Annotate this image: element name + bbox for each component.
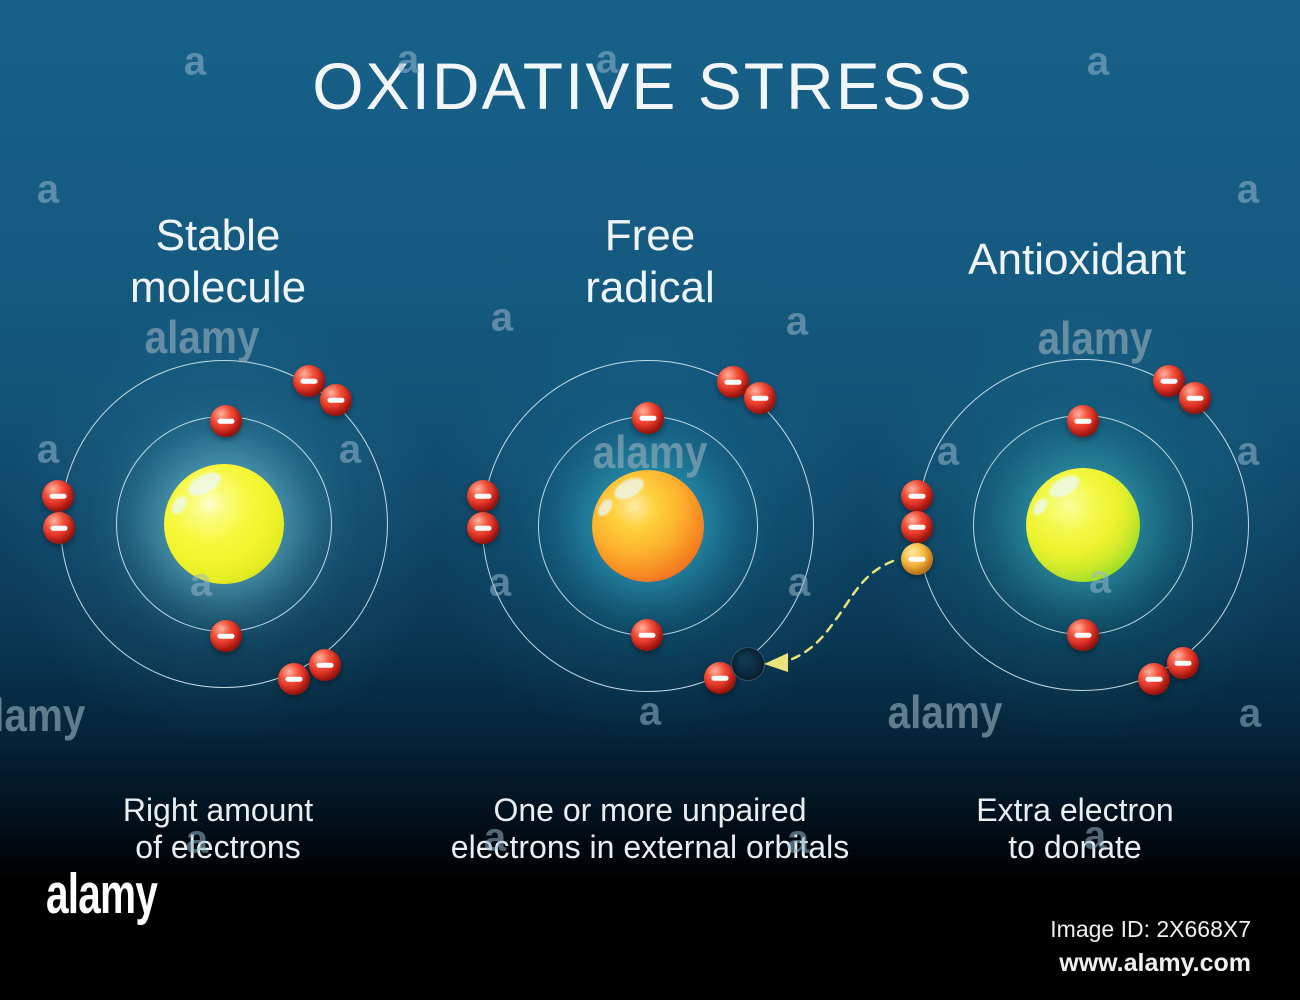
image-id-text: Image ID: 2X668X7: [1050, 916, 1251, 942]
electron-red: [42, 480, 74, 512]
minus-sign: [751, 395, 769, 401]
electron-gold: [901, 543, 933, 575]
minus-sign: [316, 662, 334, 668]
electron-red: [717, 366, 749, 398]
electron-red: [309, 649, 341, 681]
electron-red: [1067, 619, 1099, 651]
alamy-url-text: www.alamy.com: [1059, 949, 1251, 977]
minus-sign: [1186, 395, 1204, 401]
minus-sign: [1145, 676, 1163, 682]
electron-red: [901, 480, 933, 512]
caption-stable-molecule: Right amount of electrons: [123, 792, 313, 866]
electron-red: [1138, 663, 1170, 695]
minus-sign: [474, 493, 492, 499]
free-radical-nucleus: [592, 470, 704, 582]
electron-red: [632, 402, 664, 434]
minus-sign: [908, 524, 926, 530]
minus-sign: [474, 525, 492, 531]
caption-line: Right amount: [122, 792, 314, 828]
minus-sign: [49, 493, 67, 499]
caption-line: Extra electron: [976, 792, 1174, 828]
page-title: OXIDATIVE STRESS: [312, 49, 974, 123]
electron-red: [278, 663, 310, 695]
caption-line: electrons in external orbitals: [450, 828, 850, 865]
caption-line: of electrons: [135, 828, 301, 865]
electron-red: [704, 662, 736, 694]
electron-red: [744, 382, 776, 414]
minus-sign: [1074, 418, 1092, 424]
electron-red: [293, 365, 325, 397]
minus-sign: [638, 632, 656, 638]
minus-sign: [217, 418, 235, 424]
caption-antioxidant: Extra electron to donate: [976, 792, 1173, 866]
minus-sign: [724, 379, 742, 385]
electron-red: [320, 384, 352, 416]
stable-molecule-nucleus: [164, 464, 284, 584]
atom-label-antioxidant: Antioxidant: [968, 234, 1186, 286]
atom-label-line: radical: [585, 262, 715, 312]
antioxidant-nucleus: [1026, 468, 1140, 582]
minus-sign: [1174, 660, 1192, 666]
minus-sign: [285, 676, 303, 682]
footer-bar: alamy Image ID: 2X668X7 www.alamy.com: [0, 863, 1300, 1000]
electron-red: [901, 511, 933, 543]
electron-red: [1167, 647, 1199, 679]
minus-sign: [639, 415, 657, 421]
atom-label-line: Stable: [155, 211, 281, 260]
electron-red: [467, 480, 499, 512]
minus-sign: [217, 633, 235, 639]
atom-label-line: molecule: [129, 262, 307, 312]
minus-sign: [908, 493, 926, 499]
minus-sign: [908, 556, 926, 562]
caption-line: One or more unpaired: [493, 792, 807, 828]
alamy-logo: alamy: [46, 863, 158, 926]
minus-sign: [1074, 632, 1092, 638]
electron-red: [1067, 405, 1099, 437]
footer-info: Image ID: 2X668X7 www.alamy.com: [1050, 916, 1251, 978]
minus-sign: [711, 675, 729, 681]
electron-red: [631, 619, 663, 651]
atom-label-free-radical: Free radical: [585, 210, 715, 314]
atom-label-stable-molecule: Stable molecule: [130, 210, 306, 314]
minus-sign: [300, 378, 318, 384]
electron-red: [1153, 365, 1185, 397]
electron-vacancy: [731, 647, 765, 681]
caption-line: to donate: [1008, 828, 1142, 865]
electron-red: [210, 405, 242, 437]
atom-label-line: Free: [604, 211, 696, 260]
electron-red: [467, 512, 499, 544]
electron-red: [210, 620, 242, 652]
minus-sign: [50, 525, 68, 531]
electron-red: [43, 512, 75, 544]
minus-sign: [1160, 378, 1178, 384]
minus-sign: [327, 397, 345, 403]
caption-free-radical: One or more unpaired electrons in extern…: [451, 792, 849, 866]
electron-red: [1179, 382, 1211, 414]
atom-label-line: Antioxidant: [968, 235, 1186, 284]
